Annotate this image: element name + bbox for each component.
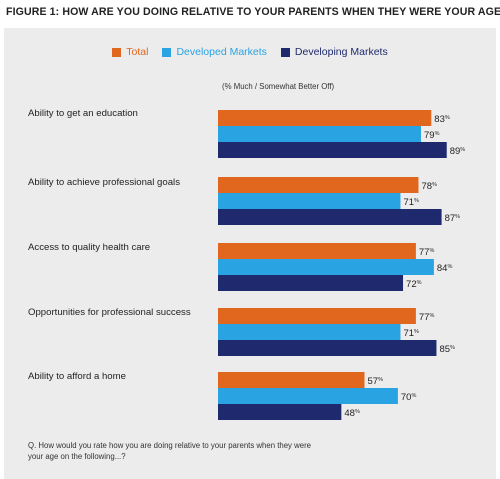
bar-value-label: 77% (419, 312, 435, 323)
bar-value-label: 89% (450, 146, 466, 157)
bar-value-label: 48% (344, 408, 360, 419)
legend-swatch-developing-markets (280, 47, 290, 57)
legend-label-developed-markets: Developed Markets (176, 46, 267, 58)
bar-value-label: 57% (367, 376, 383, 387)
legend-label-total: Total (126, 46, 149, 58)
bar-total (218, 177, 419, 193)
bar-total (218, 308, 416, 324)
legend-item-developing-markets: Developing Markets (280, 46, 388, 58)
bar-developing-markets (218, 404, 342, 420)
bar-value-label: 70% (401, 392, 417, 403)
bar-value-label: 72% (406, 279, 422, 290)
bar-developed-markets (218, 259, 434, 275)
bar-developed-markets (218, 388, 398, 404)
bar-chart-plot: 83%79%89%78%71%87%77%84%72%77%71%85%57%7… (218, 110, 466, 420)
bar-total (218, 372, 365, 388)
legend-item-developed-markets: Developed Markets (162, 46, 267, 58)
bar-value-label: 71% (403, 328, 419, 339)
chart-panel: Total Developed Markets Developing Marke… (4, 28, 496, 479)
legend-label-developing-markets: Developing Markets (294, 46, 388, 58)
legend-swatch-developed-markets (162, 47, 172, 57)
bar-total (218, 110, 432, 126)
bar-developed-markets (218, 126, 422, 142)
category-label: Ability to achieve professional goals (28, 177, 180, 188)
bar-developing-markets (218, 340, 437, 356)
figure-title: FIGURE 1: HOW ARE YOU DOING RELATIVE TO … (6, 6, 500, 18)
survey-question: Q. How would you rate how you are doing … (28, 441, 312, 461)
bar-value-label: 83% (434, 114, 450, 125)
legend-swatch-total (112, 47, 122, 57)
bar-value-label: 87% (445, 213, 461, 224)
bar-developing-markets (218, 209, 442, 225)
bar-developed-markets (218, 324, 401, 340)
chart-legend: Total Developed Markets Developing Marke… (4, 46, 496, 58)
category-label: Opportunities for professional success (28, 307, 191, 318)
category-label: Ability to get an education (28, 108, 138, 119)
bar-value-label: 79% (424, 130, 440, 141)
category-label: Access to quality health care (28, 242, 151, 253)
bar-developing-markets (218, 275, 404, 291)
bar-developing-markets (218, 142, 447, 158)
bar-value-label: 71% (403, 197, 419, 208)
category-label: Ability to afford a home (28, 371, 126, 382)
chart-subtitle: (% Much / Somewhat Better Off) (222, 82, 335, 91)
legend-item-total: Total (112, 46, 148, 58)
bar-value-label: 77% (419, 247, 435, 258)
bar-value-label: 78% (421, 181, 437, 192)
bar-value-label: 85% (439, 344, 455, 355)
bar-developed-markets (218, 193, 401, 209)
bar-total (218, 243, 416, 259)
bar-value-label: 84% (437, 263, 453, 274)
